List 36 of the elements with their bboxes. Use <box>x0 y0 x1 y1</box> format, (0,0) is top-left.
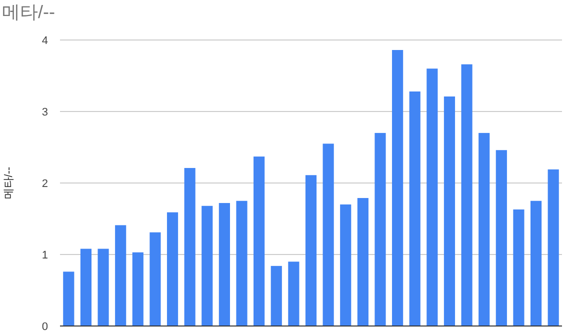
bar <box>132 252 144 326</box>
bar <box>461 64 472 326</box>
bar <box>548 169 559 326</box>
y-tick-label: 1 <box>42 250 48 262</box>
bar <box>270 266 282 326</box>
bar <box>478 132 490 326</box>
y-tick-label: 0 <box>42 321 48 333</box>
bar <box>513 209 524 326</box>
y-tick-label: 3 <box>42 106 48 118</box>
y-axis-title: 메타/-- <box>3 166 15 200</box>
chart-title: 메타/-- <box>2 2 55 22</box>
bar <box>98 248 109 326</box>
bar <box>322 144 334 326</box>
bar <box>80 248 92 326</box>
y-tick-label: 4 <box>42 35 48 47</box>
bar <box>357 198 368 326</box>
bar <box>184 168 196 326</box>
bar <box>305 175 317 326</box>
bar <box>530 200 542 326</box>
bar <box>63 272 74 326</box>
bar <box>409 91 420 326</box>
bar <box>444 96 456 326</box>
bar <box>166 212 178 326</box>
bar <box>202 206 213 326</box>
bar <box>115 225 126 326</box>
bar <box>496 150 507 326</box>
y-tick-label: 2 <box>42 178 48 190</box>
bar <box>426 68 438 326</box>
bar <box>340 204 352 326</box>
bar <box>374 132 386 326</box>
bar <box>150 232 161 326</box>
bar <box>392 50 404 326</box>
bar <box>288 262 300 326</box>
bar <box>236 200 248 326</box>
bar <box>218 203 230 326</box>
bar <box>254 156 265 326</box>
